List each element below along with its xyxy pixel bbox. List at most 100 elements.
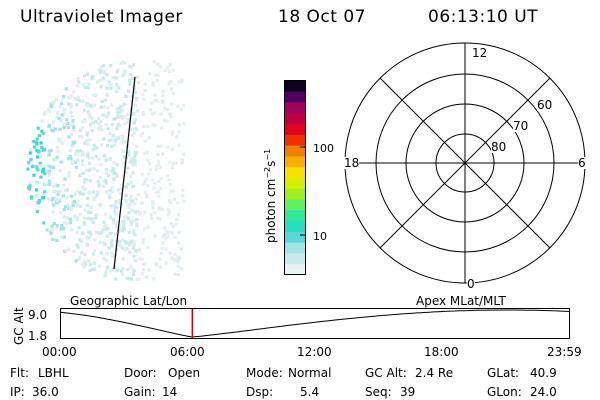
image-pixel: [35, 166, 39, 170]
colorbar-cell: [285, 91, 305, 104]
image-pixel: [82, 74, 86, 78]
image-pixel: [117, 106, 121, 111]
image-pixel: [91, 252, 95, 256]
image-pixel: [66, 126, 71, 130]
image-pixel: [88, 268, 92, 272]
image-pixel: [101, 69, 105, 73]
image-pixel: [131, 112, 135, 116]
colorbar-cell: [285, 210, 305, 222]
image-pixel: [73, 140, 77, 144]
image-pixel: [111, 167, 115, 171]
image-pixel: [128, 64, 132, 68]
image-pixel: [63, 177, 67, 181]
image-pixel: [69, 156, 73, 161]
image-pixel: [122, 102, 126, 106]
image-pixel: [58, 211, 62, 215]
image-pixel: [69, 208, 73, 212]
image-pixel: [160, 126, 164, 130]
image-pixel: [72, 96, 76, 100]
image-pixel: [100, 100, 104, 104]
image-pixel: [148, 72, 152, 76]
orbit-x-tick-2: 12:00: [297, 345, 332, 359]
image-pixel: [88, 138, 92, 142]
instrument-title: Ultraviolet Imager: [20, 7, 183, 27]
image-pixel: [40, 145, 44, 149]
image-pixel: [135, 209, 139, 214]
image-pixel: [85, 139, 89, 143]
image-pixel: [121, 257, 125, 261]
image-pixel: [77, 98, 81, 102]
image-pixel: [120, 220, 125, 224]
image-pixel: [123, 240, 128, 244]
image-pixel: [82, 192, 86, 196]
image-pixel: [102, 220, 106, 224]
polar-label-12: 12: [472, 46, 488, 60]
image-pixel: [165, 231, 170, 235]
image-pixel: [42, 221, 46, 225]
image-pixel: [88, 123, 92, 127]
image-pixel: [131, 199, 135, 203]
image-pixel: [156, 73, 160, 77]
image-pixel: [180, 267, 184, 271]
image-pixel: [52, 165, 56, 169]
image-pixel: [128, 243, 132, 247]
image-pixel: [98, 79, 102, 83]
image-pixel: [100, 128, 104, 132]
image-pixel: [97, 127, 101, 131]
image-pixel: [158, 265, 162, 269]
image-pixel: [83, 186, 87, 190]
image-pixel: [53, 127, 57, 131]
image-pixel: [109, 215, 113, 219]
image-pixel: [102, 153, 106, 158]
image-pixel: [29, 157, 33, 162]
image-pixel: [87, 191, 91, 195]
image-pixel: [142, 262, 146, 266]
image-pixel: [175, 135, 179, 139]
image-pixel: [129, 174, 133, 179]
image-pixel: [127, 78, 132, 82]
image-pixel: [157, 179, 161, 183]
image-pixel: [111, 268, 115, 272]
image-pixel: [105, 93, 109, 97]
image-pixel: [115, 205, 119, 209]
image-pixel: [88, 115, 92, 119]
image-pixel: [132, 63, 136, 67]
image-pixel: [115, 268, 119, 272]
image-pixel: [44, 169, 48, 173]
image-pixel: [133, 91, 137, 95]
image-pixel: [111, 133, 115, 138]
image-pixel: [115, 70, 119, 74]
image-pixel: [123, 185, 127, 189]
image-pixel: [64, 249, 68, 253]
image-pixel: [96, 80, 100, 84]
image-pixel: [32, 173, 36, 177]
image-pixel: [176, 201, 180, 205]
image-pixel: [160, 246, 164, 250]
image-pixel: [92, 197, 96, 201]
image-pixel: [92, 267, 96, 271]
image-pixel: [162, 118, 166, 122]
image-pixel: [113, 232, 117, 237]
image-pixel: [166, 235, 170, 239]
image-pixel: [39, 164, 43, 168]
image-pixel: [129, 160, 133, 164]
image-pixel: [129, 265, 133, 269]
image-pixel: [108, 193, 112, 197]
image-pixel: [55, 116, 59, 120]
image-pixel: [128, 80, 132, 85]
image-pixel: [152, 111, 156, 115]
image-pixel: [109, 231, 113, 236]
image-pixel: [47, 173, 51, 177]
image-pixel: [105, 265, 109, 269]
image-pixel: [58, 199, 62, 203]
image-pixel: [98, 203, 102, 207]
image-pixel: [176, 260, 180, 264]
orbit-frame: [60, 308, 570, 339]
image-pixel: [125, 215, 129, 219]
image-pixel: [72, 90, 76, 94]
image-pixel: [99, 119, 103, 124]
image-pixel: [95, 169, 99, 173]
image-pixel: [108, 138, 112, 142]
gc-alt-value: 2.4 Re: [415, 366, 454, 380]
image-pixel: [73, 192, 77, 196]
